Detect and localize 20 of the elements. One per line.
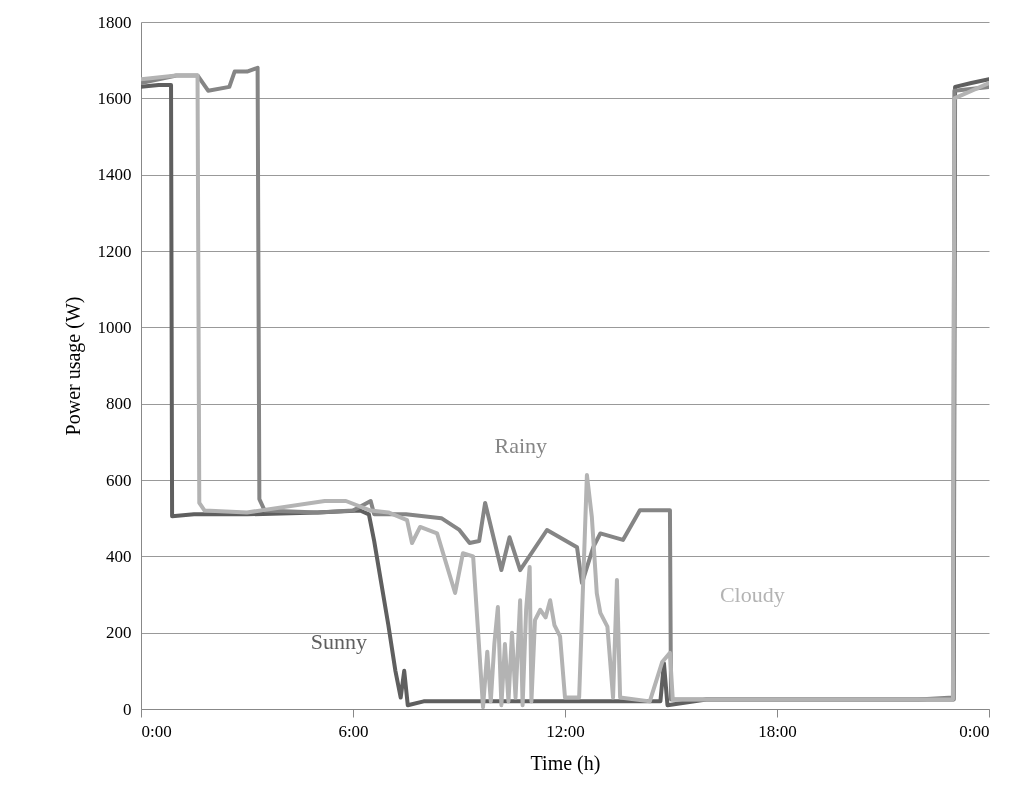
y-tick-label: 1600	[97, 88, 132, 108]
y-tick-label: 200	[106, 623, 132, 643]
y-tick-label: 1800	[97, 12, 132, 32]
text: Cloudy	[719, 581, 785, 607]
y-tick-label: 0	[123, 699, 132, 719]
x-axis-title: Time (h)	[530, 751, 601, 775]
x-tick-label: 0:00	[959, 721, 990, 741]
x-tick-label: 0:00	[141, 721, 172, 741]
y-tick-label: 1000	[97, 317, 132, 337]
text: Rainy	[494, 432, 548, 458]
x-tick-label: 6:00	[338, 721, 369, 741]
y-tick-label: 600	[106, 470, 132, 490]
y-axis-title: Power usage (W)	[61, 296, 85, 436]
y-tick-label: 800	[106, 394, 132, 414]
x-tick-label: 12:00	[546, 721, 585, 741]
x-tick-label: 18:00	[758, 721, 797, 741]
y-tick-label: 400	[106, 546, 132, 566]
y-tick-label: 1400	[97, 165, 132, 185]
series-label: Sunny	[310, 629, 367, 655]
y-tick-label: 1200	[97, 241, 132, 261]
